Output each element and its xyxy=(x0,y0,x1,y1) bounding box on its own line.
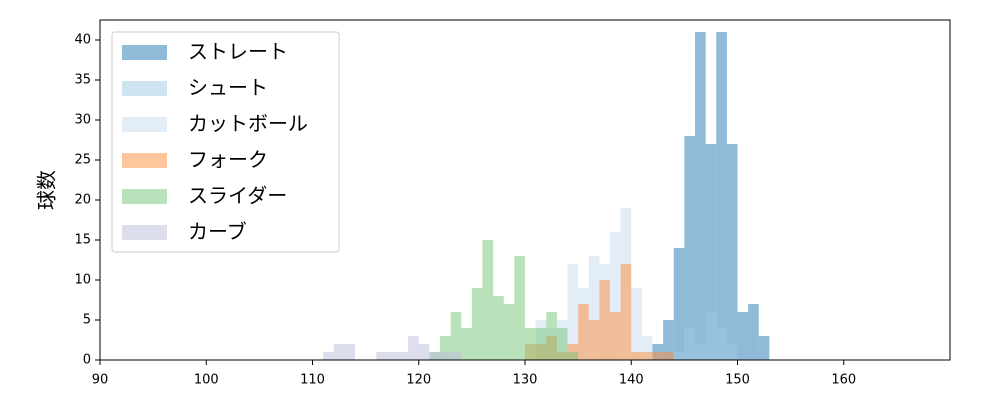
legend-swatch xyxy=(122,153,167,168)
legend-swatch xyxy=(122,45,167,60)
bar xyxy=(578,304,589,360)
bar xyxy=(641,352,653,360)
bar xyxy=(440,336,451,360)
bar xyxy=(631,288,642,360)
legend-label: カットボール xyxy=(188,112,308,136)
bar xyxy=(471,288,483,360)
bar xyxy=(556,328,568,360)
y-tick-label: 40 xyxy=(74,33,91,48)
x-tick-label: 100 xyxy=(194,373,219,388)
bar xyxy=(716,328,727,360)
legend-label: スライダー xyxy=(188,184,287,208)
bar xyxy=(758,336,770,360)
bar xyxy=(567,352,579,360)
bar xyxy=(418,344,430,360)
plot-frame xyxy=(99,19,951,361)
legend-swatch xyxy=(122,81,167,96)
bar xyxy=(652,352,664,360)
x-tick-label: 150 xyxy=(725,373,750,388)
bar xyxy=(705,144,717,360)
bar xyxy=(610,312,621,360)
legend-label: フォーク xyxy=(188,148,268,172)
bar xyxy=(705,312,717,360)
bar xyxy=(737,312,749,360)
bar xyxy=(567,264,579,360)
bar xyxy=(663,352,674,360)
x-tick-label: 110 xyxy=(300,373,325,388)
bar xyxy=(525,328,536,360)
bar xyxy=(588,256,600,360)
bar xyxy=(333,344,345,360)
legend-label: ストレート xyxy=(188,40,288,64)
bar xyxy=(546,312,557,360)
bar xyxy=(535,328,547,360)
bar xyxy=(684,136,695,360)
bar xyxy=(620,264,632,360)
bar xyxy=(461,328,472,360)
bar xyxy=(429,352,440,360)
bar xyxy=(631,352,642,360)
bar xyxy=(673,248,685,360)
bar xyxy=(344,344,355,360)
y-tick-label: 10 xyxy=(74,273,91,288)
bar xyxy=(450,352,462,360)
bar xyxy=(716,32,727,360)
bar xyxy=(599,280,610,360)
bar xyxy=(397,352,409,360)
legend-label: シュート xyxy=(188,76,268,100)
y-tick-label: 30 xyxy=(74,113,91,128)
x-tick-label: 90 xyxy=(92,373,109,388)
y-tick-label: 35 xyxy=(74,73,91,88)
bar xyxy=(408,336,419,360)
bar xyxy=(726,144,738,360)
x-tick-label: 160 xyxy=(831,373,856,388)
bar xyxy=(695,32,706,360)
bar xyxy=(493,296,504,360)
bar xyxy=(588,320,600,360)
bar xyxy=(376,352,387,360)
legend-swatch xyxy=(122,225,167,240)
y-axis-label: 球数 xyxy=(35,170,59,210)
x-tick-label: 140 xyxy=(619,373,644,388)
legend-label: カーブ xyxy=(188,220,247,244)
bar xyxy=(323,352,334,360)
y-tick-label: 5 xyxy=(83,313,91,328)
y-tick-label: 15 xyxy=(74,233,91,248)
legend-swatch xyxy=(122,189,167,204)
bar xyxy=(610,232,621,360)
bar xyxy=(450,312,462,360)
y-tick-label: 25 xyxy=(74,153,91,168)
y-tick-label: 0 xyxy=(83,353,91,368)
bar xyxy=(695,344,706,360)
bar xyxy=(748,304,759,360)
x-tick-label: 130 xyxy=(513,373,538,388)
legend-frame xyxy=(111,31,340,253)
bar xyxy=(440,352,451,360)
y-tick-label: 20 xyxy=(74,193,91,208)
bar xyxy=(684,328,695,360)
bar xyxy=(386,352,398,360)
bar xyxy=(503,304,515,360)
bar xyxy=(482,240,494,360)
bar xyxy=(673,352,685,360)
bar xyxy=(514,256,525,360)
legend-swatch xyxy=(122,117,167,132)
x-tick-label: 120 xyxy=(406,373,431,388)
bar xyxy=(641,336,653,360)
bar xyxy=(726,344,738,360)
bar xyxy=(663,320,674,360)
